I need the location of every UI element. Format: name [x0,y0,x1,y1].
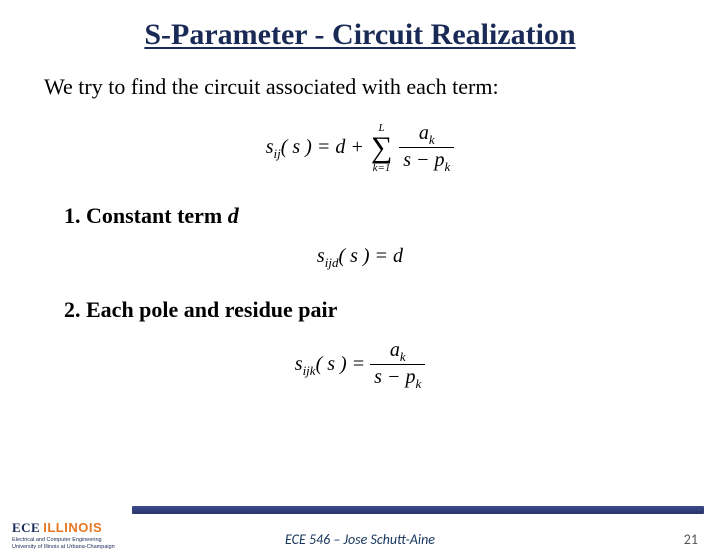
eq3-den-sub: k [415,376,421,391]
eq2-lhs-base: s [317,245,325,267]
eq1-lhs-sub: ij [274,146,281,161]
sigma-icon: ∑ [371,131,392,164]
eq1-arg: ( s ) = d + [281,136,369,158]
footer-bar [132,506,704,514]
eq1-den-l: s − p [403,149,444,171]
eq3-lhs-base: s [295,353,303,375]
sigma-bot: k=1 [371,163,392,174]
eq3-arg: ( s ) = [316,353,371,375]
eq1-num-sub: k [429,132,435,147]
sigma-block: L ∑ k=1 [371,123,392,174]
section-1-heading: 1. Constant term d [64,203,720,229]
eq3-lhs-sub: ijk [303,363,316,378]
eq1-num-base: a [419,122,429,144]
section-2-heading: 2. Each pole and residue pair [64,297,720,323]
section-1-label: 1. Constant term [64,203,228,228]
eq1-fraction: ak s − pk [399,122,454,175]
section-1-ital: d [228,203,239,228]
intro-text: We try to find the circuit associated wi… [44,74,720,100]
eq3-den-l: s − p [374,366,415,388]
eq2-rhs: ( s ) = d [338,245,403,267]
eq2-lhs-sub: ijd [325,255,339,270]
eq3-num-sub: k [400,349,406,364]
eq3-num-base: a [390,339,400,361]
eq1-den-sub: k [445,159,451,174]
footer: ECE ILLINOIS Electrical and Computer Eng… [0,500,720,558]
slide-title: S-Parameter - Circuit Realization [0,18,720,52]
eq3-fraction: ak s − pk [370,339,425,392]
equation-pole: sijk( s ) = ak s − pk [0,339,720,392]
equation-main: sij( s ) = d + L ∑ k=1 ak s − pk [0,122,720,175]
eq1-lhs-base: s [266,136,274,158]
equation-constant: sijd( s ) = d [0,245,720,271]
